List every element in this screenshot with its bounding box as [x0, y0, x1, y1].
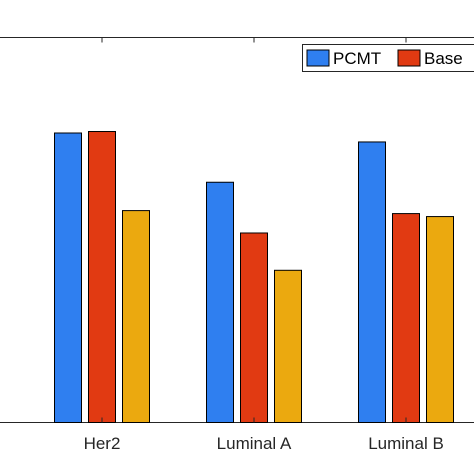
bar-luminal-b-series-1: [358, 141, 386, 423]
legend-swatch-pcmt: [306, 49, 330, 67]
x-tick-label: Luminal A: [217, 434, 292, 453]
legend: PCMT Base: [302, 44, 474, 72]
legend-swatch-base: [397, 49, 421, 67]
bar-luminal-a-series-2: [240, 232, 268, 423]
x-ticks: Her2 Luminal A Luminal B: [84, 37, 444, 453]
legend-label-base: Base: [424, 49, 463, 68]
bar-her2-series-3: [122, 210, 150, 423]
bar-luminal-a-series-1: [206, 181, 234, 423]
x-tick-label: Her2: [84, 434, 121, 453]
legend-label-pcmt: PCMT: [333, 49, 381, 68]
x-tick-label: Luminal B: [368, 434, 444, 453]
bars: [54, 131, 454, 424]
bar-luminal-a-series-3: [274, 269, 302, 424]
bar-luminal-b-series-2: [392, 213, 420, 423]
bar-her2-series-2: [88, 131, 116, 423]
bar-her2-series-1: [54, 132, 82, 423]
legend-box: [302, 44, 474, 72]
bar-luminal-b-series-3: [426, 216, 454, 423]
